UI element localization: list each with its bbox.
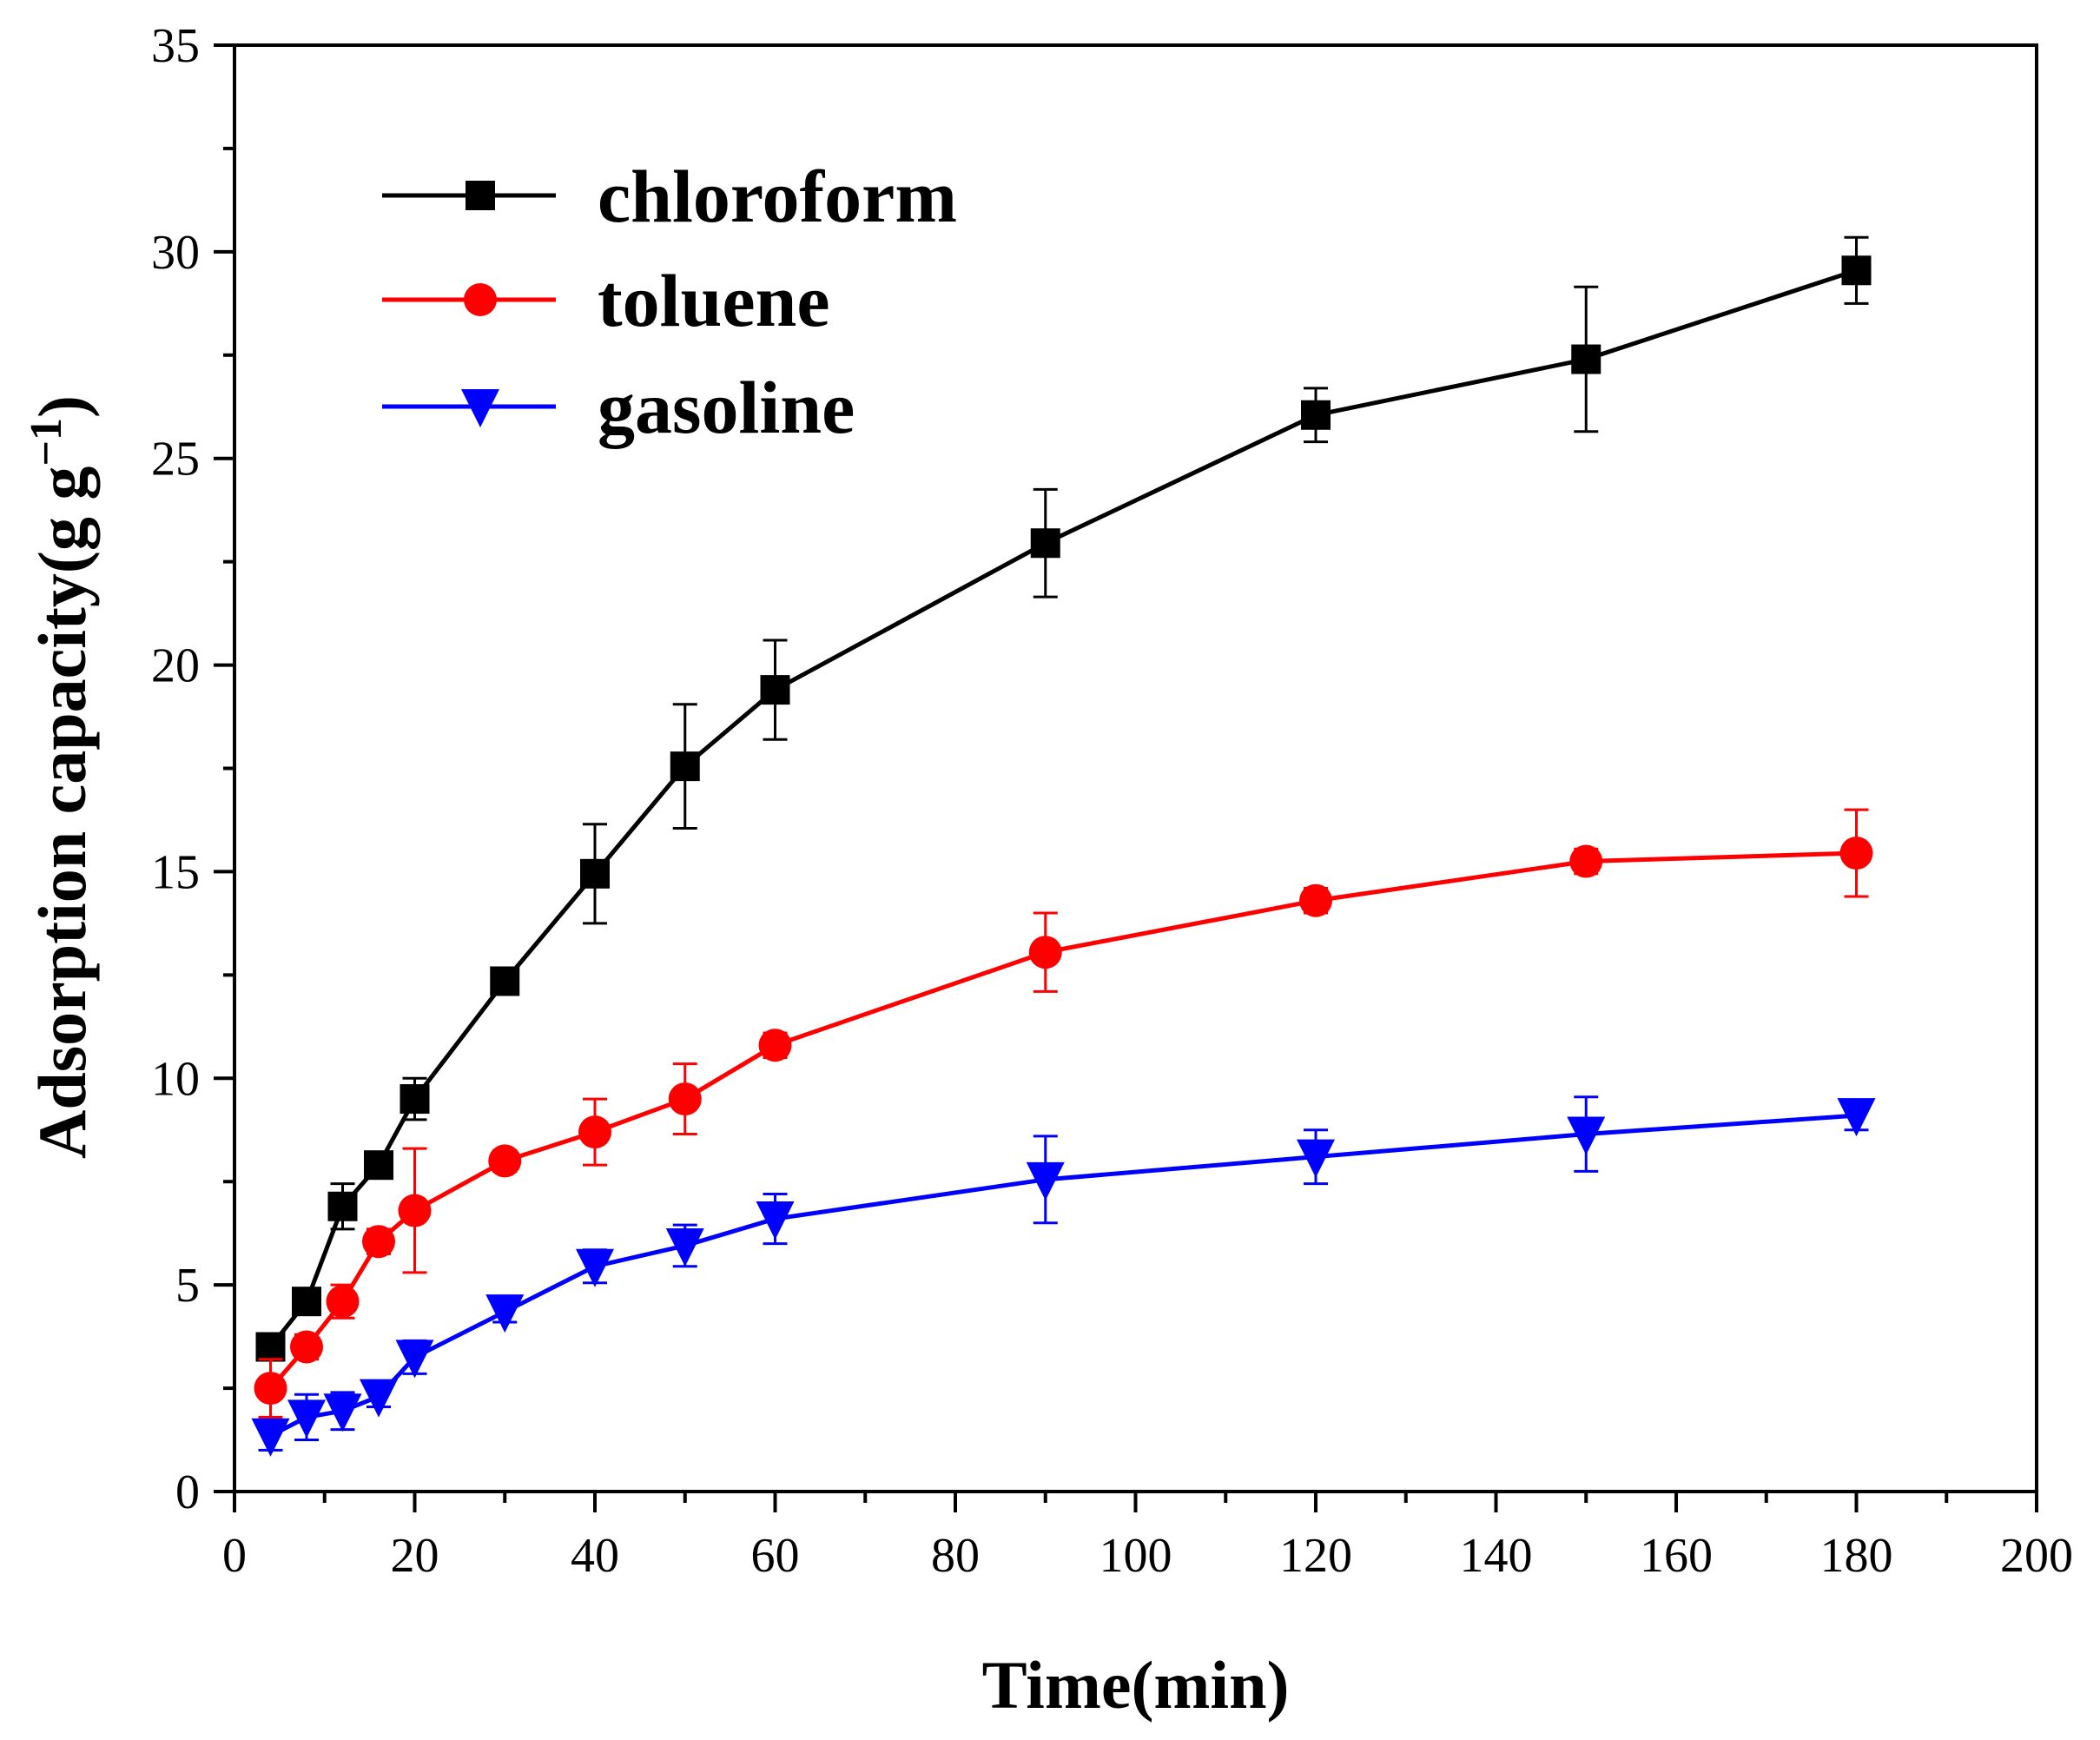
data-point <box>1301 400 1331 430</box>
data-point <box>255 1332 286 1362</box>
series-chloroform <box>255 235 1872 1362</box>
data-point <box>1299 883 1332 917</box>
x-tick-label: 180 <box>1820 1529 1893 1583</box>
y-tick-label: 5 <box>175 1259 200 1313</box>
legend-item-toluene: toluene <box>382 259 830 342</box>
y-tick-label: 10 <box>151 1052 200 1106</box>
data-point <box>1567 1116 1606 1155</box>
x-tick-label: 20 <box>391 1529 439 1583</box>
x-tick-label: 100 <box>1100 1529 1172 1583</box>
data-point <box>668 1082 702 1116</box>
data-point <box>360 1379 398 1418</box>
x-tick-label: 160 <box>1640 1529 1713 1583</box>
legend-label: chloroform <box>598 155 957 238</box>
y-axis-title: Adsorption capacity(g g−1) <box>22 395 100 1159</box>
data-point <box>290 1330 323 1364</box>
y-tick-label: 15 <box>151 845 200 899</box>
x-tick-label: 140 <box>1460 1529 1533 1583</box>
series-toluene <box>254 808 1873 1419</box>
y-tick-label: 25 <box>151 433 200 486</box>
data-point <box>364 1150 393 1181</box>
y-axis-ticks: 0 5 10 15 20 25 30 35 <box>151 19 234 1519</box>
data-point <box>1028 936 1062 969</box>
data-point <box>1030 528 1060 559</box>
x-tick-label: 40 <box>571 1529 619 1583</box>
data-point <box>254 1372 287 1406</box>
y-tick-label: 0 <box>175 1465 200 1519</box>
data-point <box>327 1191 358 1221</box>
data-point <box>400 1084 430 1115</box>
y-tick-label: 20 <box>151 639 200 693</box>
data-point <box>398 1194 432 1227</box>
data-point <box>1841 255 1872 286</box>
x-tick-label: 80 <box>931 1529 980 1583</box>
series-line <box>268 268 1858 1349</box>
data-point <box>362 1225 395 1259</box>
x-tick-label: 120 <box>1279 1529 1352 1583</box>
data-point <box>756 1201 795 1240</box>
x-axis-title: Time(min) <box>982 1647 1290 1723</box>
series-gasoline <box>251 1095 1876 1457</box>
data-point <box>578 1115 611 1149</box>
plot-border <box>233 43 2038 1493</box>
data-point <box>758 1029 792 1062</box>
x-tick-label: 0 <box>222 1529 247 1583</box>
data-point <box>251 1418 290 1457</box>
y-tick-label: 30 <box>151 226 200 280</box>
legend: chloroform toluene gasoline <box>382 155 957 449</box>
legend-label: toluene <box>598 259 830 342</box>
data-point <box>576 1248 614 1287</box>
data-point <box>1569 844 1603 878</box>
y-axis-title-close: ) <box>24 395 100 418</box>
legend-item-gasoline: gasoline <box>382 366 855 449</box>
data-point <box>395 1340 434 1379</box>
data-point <box>488 1144 522 1178</box>
data-point <box>665 1227 704 1267</box>
series-layer <box>251 235 1876 1457</box>
plot-frame <box>233 43 2038 1493</box>
data-point <box>670 751 700 782</box>
data-point <box>1297 1139 1335 1178</box>
data-point <box>326 1285 360 1319</box>
y-tick-label: 35 <box>151 19 200 73</box>
legend-marker <box>461 389 499 427</box>
y-axis-title-main: Adsorption capacity(g g <box>24 466 100 1159</box>
data-point <box>485 1294 525 1333</box>
x-tick-label: 60 <box>751 1529 800 1583</box>
data-point <box>760 675 790 705</box>
legend-label: gasoline <box>598 366 855 449</box>
data-point <box>323 1393 362 1432</box>
data-point <box>580 858 610 889</box>
data-point <box>1571 344 1601 374</box>
data-point <box>1026 1161 1065 1201</box>
data-point <box>1837 1098 1876 1137</box>
data-point <box>1839 837 1873 870</box>
y-axis-title-sup: −1 <box>22 418 71 466</box>
legend-marker <box>466 181 495 210</box>
x-tick-label: 200 <box>2000 1529 2073 1583</box>
data-point <box>287 1399 326 1439</box>
x-axis-ticks: 0 20 40 60 80 100 120 140 160 180 200 <box>222 1492 2073 1583</box>
legend-marker <box>464 283 497 316</box>
data-point <box>292 1287 321 1317</box>
legend-item-chloroform: chloroform <box>382 155 957 238</box>
data-point <box>490 966 520 996</box>
